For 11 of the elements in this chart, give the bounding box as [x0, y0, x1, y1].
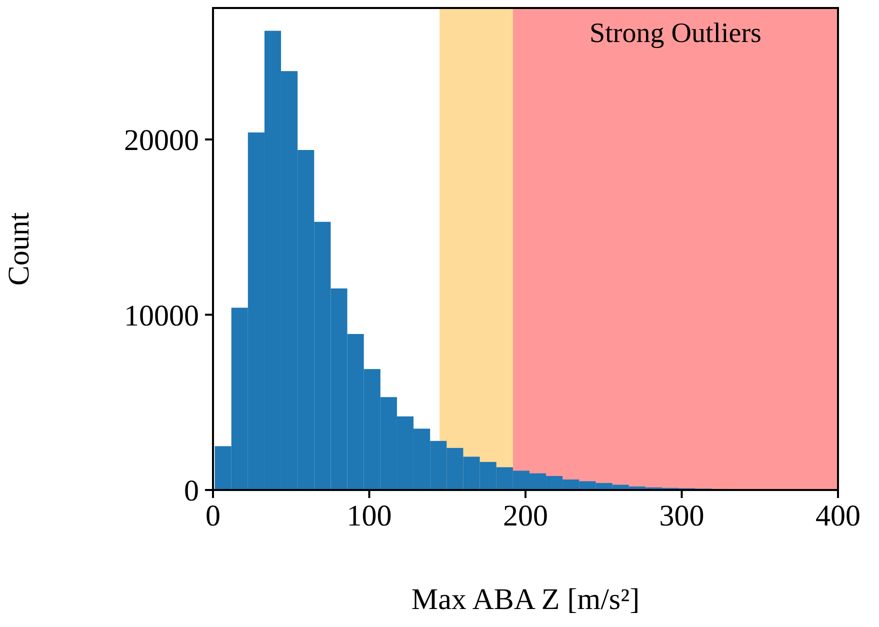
y-tick-label: 20000: [124, 124, 199, 158]
y-axis-title: Count: [2, 212, 36, 286]
y-tick-label: 10000: [124, 299, 199, 332]
x-axis-title: Max ABA Z [m/s²]: [411, 583, 640, 616]
x-tick-label: 400: [816, 499, 860, 532]
y-tick-label: 0: [184, 474, 199, 508]
x-tick-label: 100: [346, 499, 392, 532]
x-tick-label: 0: [206, 499, 220, 532]
band-label: Strong Outliers: [590, 18, 762, 49]
x-tick-label: 300: [659, 499, 704, 532]
x-tick-label: 200: [503, 499, 548, 532]
